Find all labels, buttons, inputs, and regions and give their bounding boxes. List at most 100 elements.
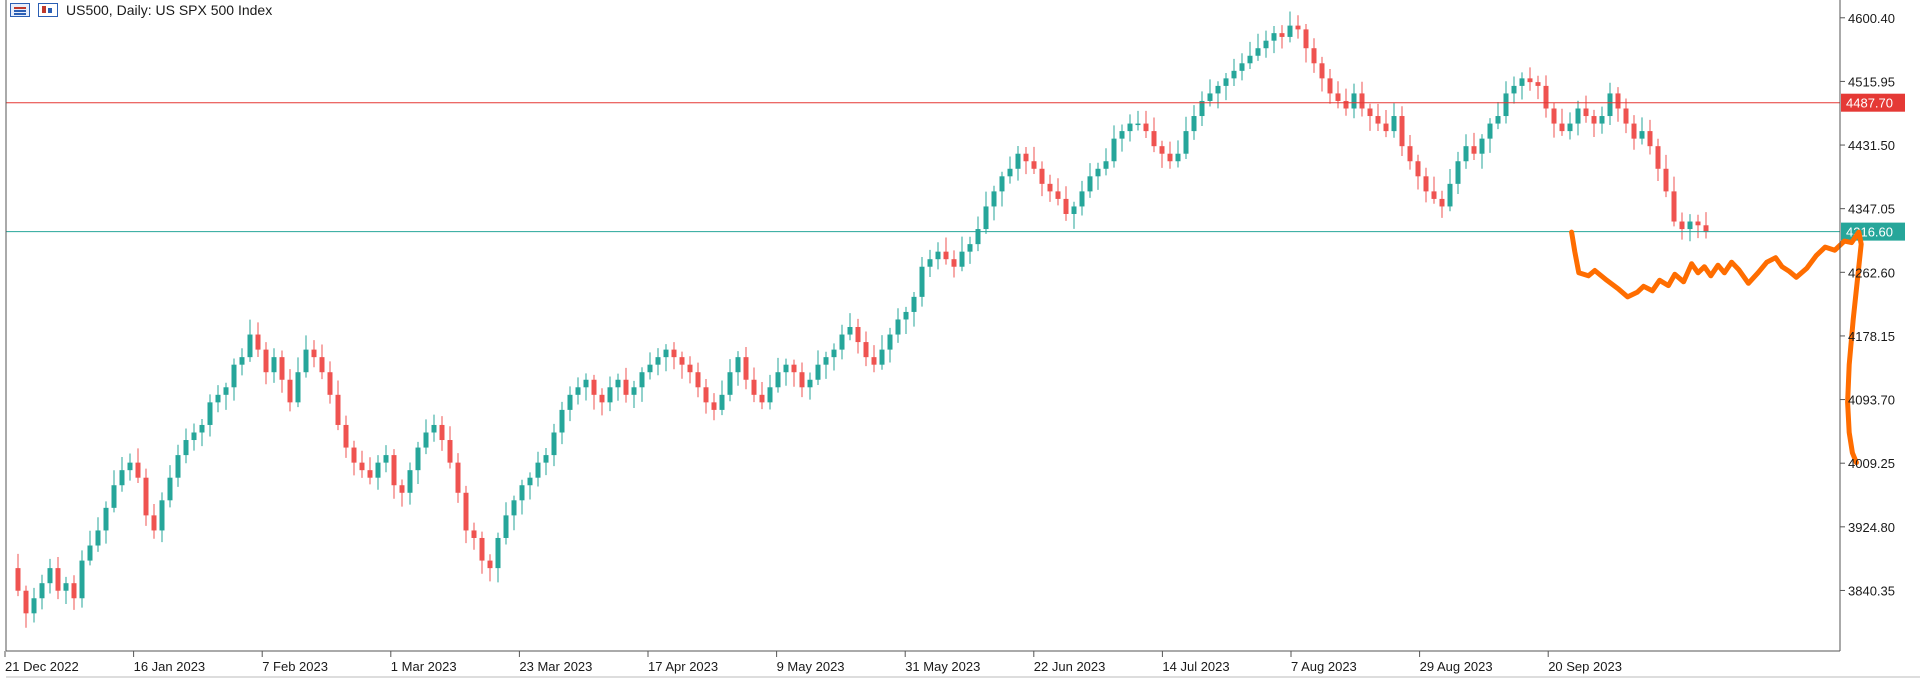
candle (1327, 69, 1333, 104)
candle (255, 322, 261, 358)
candle-body (183, 440, 189, 456)
candle-body (719, 394, 725, 410)
candle (71, 575, 77, 610)
candle-body (1671, 191, 1677, 222)
candle-body (1183, 131, 1189, 154)
candle-body (943, 251, 949, 260)
candle-body (815, 364, 821, 380)
candle (279, 350, 285, 393)
axes-layer: 4600.40 4515.95 4431.50 4347.05 4262.60 4178.… (4, 0, 1920, 678)
candle (79, 550, 85, 608)
candle-body (231, 364, 237, 388)
candle-body (1463, 146, 1469, 162)
candle-body (439, 424, 445, 441)
candle (1615, 87, 1621, 122)
candle-body (1543, 85, 1549, 109)
candle-body (471, 530, 477, 538)
projection-drawing[interactable] (1569, 229, 1864, 466)
candle-body (1239, 63, 1245, 71)
candle (151, 504, 157, 539)
candle (1255, 33, 1261, 61)
candle (1407, 134, 1413, 170)
candle (15, 553, 21, 597)
candle-body (1655, 146, 1661, 169)
candle (543, 448, 549, 476)
candle-body (1191, 116, 1197, 132)
candle (1119, 124, 1125, 152)
candle-body (423, 432, 429, 448)
y-tick-label: 4347.05 (1848, 202, 1895, 217)
candle (775, 357, 781, 393)
candle-body (479, 537, 485, 561)
candle-body (1567, 123, 1573, 132)
candle (1367, 103, 1373, 131)
candle (1375, 103, 1381, 132)
candle (1543, 75, 1549, 118)
candle (567, 386, 573, 422)
candle-body (1279, 33, 1285, 37)
candle (1087, 163, 1093, 198)
candle (311, 340, 317, 368)
candle-body (863, 342, 869, 358)
candle-body (967, 244, 973, 252)
candle-body (287, 379, 293, 403)
candle-body (959, 251, 965, 267)
candle-body (215, 394, 221, 403)
x-tick-label: 22 Jun 2023 (1034, 659, 1106, 674)
candle-body (71, 583, 77, 599)
candle-body (1447, 183, 1453, 207)
candle-body (631, 387, 637, 395)
candle (447, 426, 453, 469)
candle (879, 335, 885, 370)
candle-body (1071, 206, 1077, 214)
candle-body (1623, 108, 1629, 124)
candle-body (983, 206, 989, 230)
price-tag-label: 4487.70 (1846, 96, 1893, 111)
candle (1263, 30, 1269, 58)
candle (1399, 106, 1405, 156)
candle-body (1231, 70, 1237, 79)
candle-body (791, 364, 797, 373)
candle (855, 318, 861, 354)
candle-body (727, 372, 733, 395)
candle (103, 501, 109, 544)
chart-properties-icon[interactable] (38, 3, 58, 17)
candle (1271, 25, 1277, 54)
candle-body (351, 447, 357, 463)
drawing-layer (1569, 229, 1864, 466)
candle (1159, 140, 1165, 168)
candle-body (1167, 153, 1173, 162)
candle (743, 347, 749, 390)
candle (1015, 145, 1021, 181)
candle (591, 374, 597, 410)
candle-body (1247, 55, 1253, 64)
candle (1311, 38, 1317, 73)
candle (23, 585, 29, 628)
candle (1671, 176, 1677, 227)
candle-body (871, 357, 877, 365)
candle (831, 343, 837, 371)
candle-body (687, 364, 693, 373)
candle (783, 358, 789, 386)
y-tick-label: 3840.35 (1848, 583, 1895, 598)
candle (911, 292, 917, 327)
symbol-label: US500, Daily: US SPX 500 Index (66, 2, 273, 18)
candle (519, 479, 525, 515)
candle-body (919, 266, 925, 297)
candle-body (1335, 93, 1341, 101)
candle (455, 453, 461, 503)
candle (1519, 72, 1525, 100)
candle-body (1631, 123, 1637, 139)
candle-body (831, 349, 837, 358)
candle-body (1615, 93, 1621, 109)
candle (687, 356, 693, 384)
candle (215, 385, 221, 413)
price-list-icon[interactable] (10, 3, 30, 17)
candle-body (1575, 108, 1581, 124)
x-tick-label: 23 Mar 2023 (519, 659, 592, 674)
candle (95, 517, 101, 552)
candle (1527, 67, 1533, 91)
candle-body (695, 372, 701, 388)
